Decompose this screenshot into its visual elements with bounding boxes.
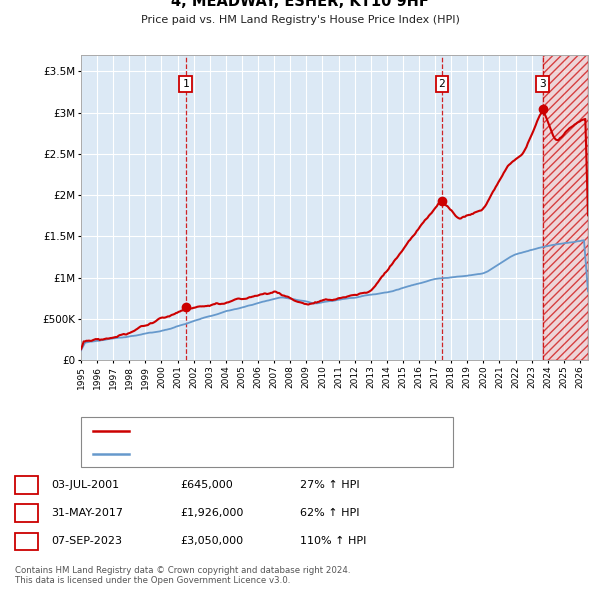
Text: £1,926,000: £1,926,000 — [180, 508, 244, 518]
Text: 07-SEP-2023: 07-SEP-2023 — [51, 536, 122, 546]
Text: 31-MAY-2017: 31-MAY-2017 — [51, 508, 123, 518]
Text: £645,000: £645,000 — [180, 480, 233, 490]
Text: 4, MEADWAY, ESHER, KT10 9HF (detached house): 4, MEADWAY, ESHER, KT10 9HF (detached ho… — [135, 426, 377, 436]
Text: 1: 1 — [182, 79, 189, 89]
Text: 4, MEADWAY, ESHER, KT10 9HF: 4, MEADWAY, ESHER, KT10 9HF — [171, 0, 429, 9]
Text: 62% ↑ HPI: 62% ↑ HPI — [300, 508, 359, 518]
Text: 3: 3 — [23, 536, 30, 546]
Text: Price paid vs. HM Land Registry's House Price Index (HPI): Price paid vs. HM Land Registry's House … — [140, 15, 460, 25]
Text: £3,050,000: £3,050,000 — [180, 536, 243, 546]
Text: 27% ↑ HPI: 27% ↑ HPI — [300, 480, 359, 490]
Text: 2: 2 — [23, 508, 30, 518]
Text: 2: 2 — [439, 79, 445, 89]
Text: 03-JUL-2001: 03-JUL-2001 — [51, 480, 119, 490]
Bar — [542, 55, 588, 360]
Text: HPI: Average price, detached house, Elmbridge: HPI: Average price, detached house, Elmb… — [135, 450, 365, 460]
Text: 1: 1 — [23, 480, 30, 490]
Text: 3: 3 — [539, 79, 546, 89]
Text: Contains HM Land Registry data © Crown copyright and database right 2024.
This d: Contains HM Land Registry data © Crown c… — [15, 566, 350, 585]
Text: 110% ↑ HPI: 110% ↑ HPI — [300, 536, 367, 546]
